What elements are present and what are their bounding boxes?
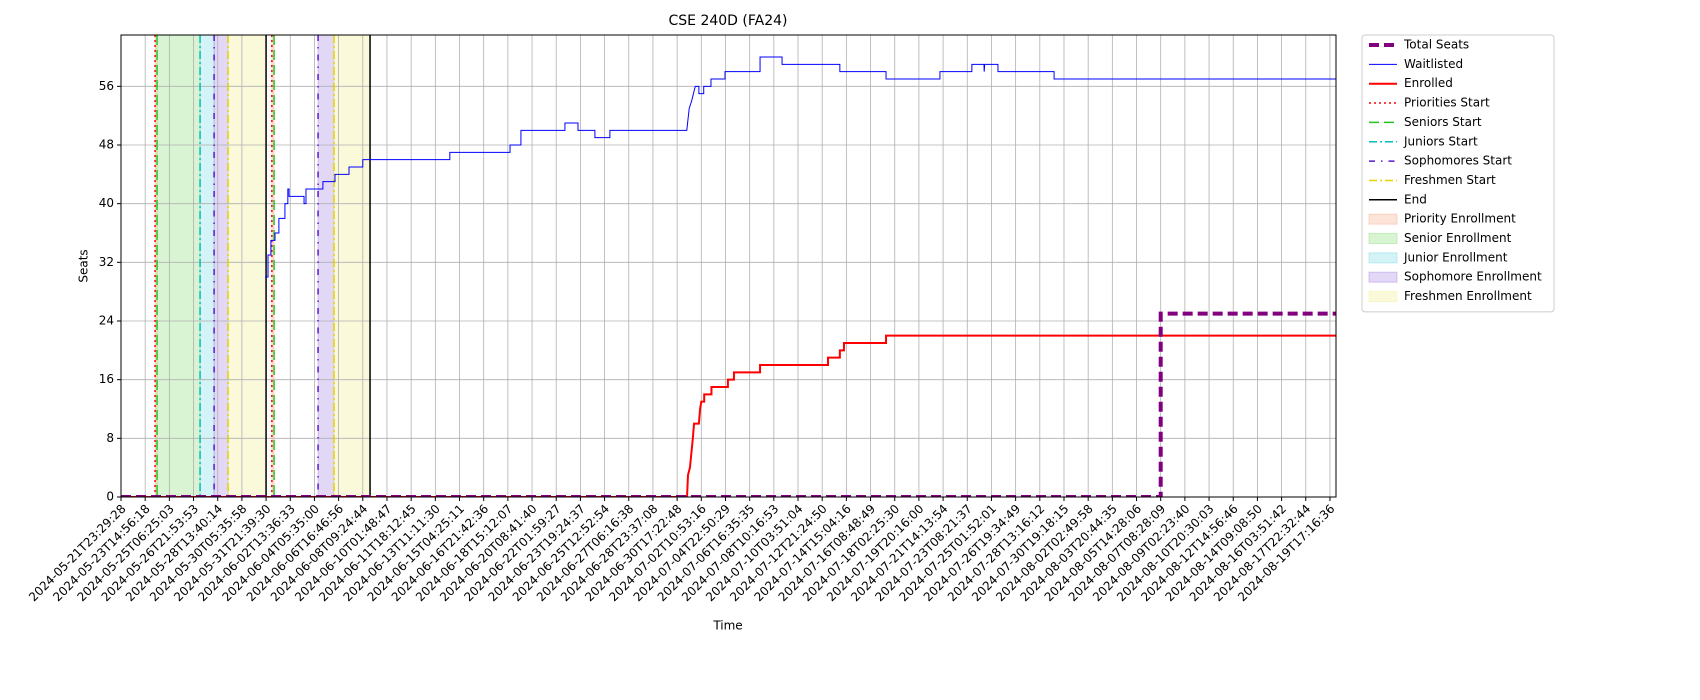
y-tick-label: 24 — [99, 314, 114, 328]
plot-frame — [120, 34, 1337, 498]
legend-swatch — [1368, 271, 1398, 283]
legend-label: Total Seats — [1403, 38, 1469, 52]
legend-swatch — [1368, 291, 1398, 303]
legend-label: Waitlisted — [1404, 57, 1463, 71]
legend-label: Sophomore Enrollment — [1404, 270, 1542, 284]
x-axis-label: Time — [712, 619, 742, 633]
legend-box — [1361, 34, 1555, 313]
legend-label: Priority Enrollment — [1404, 212, 1516, 226]
legend-label: Sophomores Start — [1404, 154, 1512, 168]
series-line — [121, 311, 1336, 497]
legend-label: Senior Enrollment — [1404, 231, 1512, 245]
legend-label: Freshmen Start — [1404, 173, 1496, 187]
y-tick-label: 0 — [106, 490, 114, 504]
y-tick-label: 40 — [99, 196, 114, 210]
legend-label: Seniors Start — [1404, 115, 1482, 129]
y-tick-label: 32 — [99, 255, 114, 269]
span — [213, 34, 229, 498]
span — [227, 34, 267, 498]
series-line — [121, 334, 1336, 497]
legend-label: Freshmen Enrollment — [1404, 289, 1532, 303]
y-tick-label: 48 — [99, 138, 114, 152]
legend-label: Enrolled — [1404, 76, 1453, 90]
legend-swatch — [1368, 252, 1398, 264]
span — [333, 34, 371, 498]
legend-label: Priorities Start — [1404, 96, 1490, 110]
chart-title: CSE 240D (FA24) — [669, 13, 788, 29]
y-axis-label: Seats — [77, 249, 91, 282]
legend-swatch — [1368, 233, 1398, 244]
y-tick-label: 56 — [99, 79, 114, 93]
y-tick-label: 8 — [106, 431, 114, 445]
legend-label: End — [1404, 192, 1427, 206]
legend-swatch — [1368, 213, 1398, 225]
span — [317, 34, 335, 498]
series-line — [265, 56, 1336, 278]
span — [199, 34, 215, 498]
legend-label: Juniors Start — [1403, 134, 1478, 148]
legend-label: Junior Enrollment — [1403, 250, 1508, 264]
y-tick-label: 16 — [99, 372, 114, 386]
